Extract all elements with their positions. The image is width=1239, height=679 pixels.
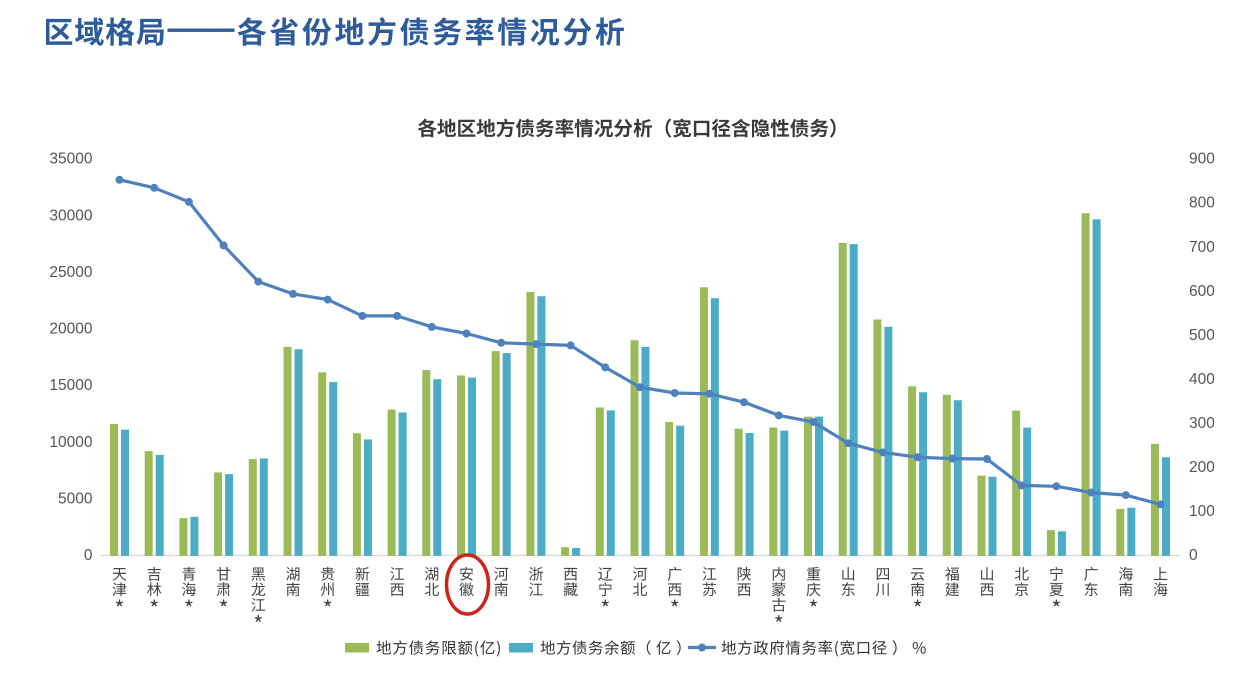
svg-text:35000: 35000 <box>49 151 92 168</box>
svg-text:20000: 20000 <box>49 321 92 338</box>
svg-text:30000: 30000 <box>49 207 92 224</box>
svg-text:0: 0 <box>84 547 93 564</box>
svg-text:200: 200 <box>1189 459 1215 476</box>
svg-text:5000: 5000 <box>58 490 93 507</box>
svg-text:10000: 10000 <box>49 434 92 451</box>
svg-text:15000: 15000 <box>49 377 92 394</box>
svg-text:400: 400 <box>1189 371 1215 388</box>
svg-text:0: 0 <box>1189 547 1198 564</box>
svg-text:25000: 25000 <box>49 264 92 281</box>
svg-text:100: 100 <box>1189 503 1215 520</box>
svg-text:800: 800 <box>1189 195 1215 212</box>
svg-text:700: 700 <box>1189 239 1215 256</box>
svg-text:300: 300 <box>1189 415 1215 432</box>
svg-text:600: 600 <box>1189 283 1215 300</box>
svg-text:500: 500 <box>1189 327 1215 344</box>
svg-text:900: 900 <box>1189 151 1215 168</box>
